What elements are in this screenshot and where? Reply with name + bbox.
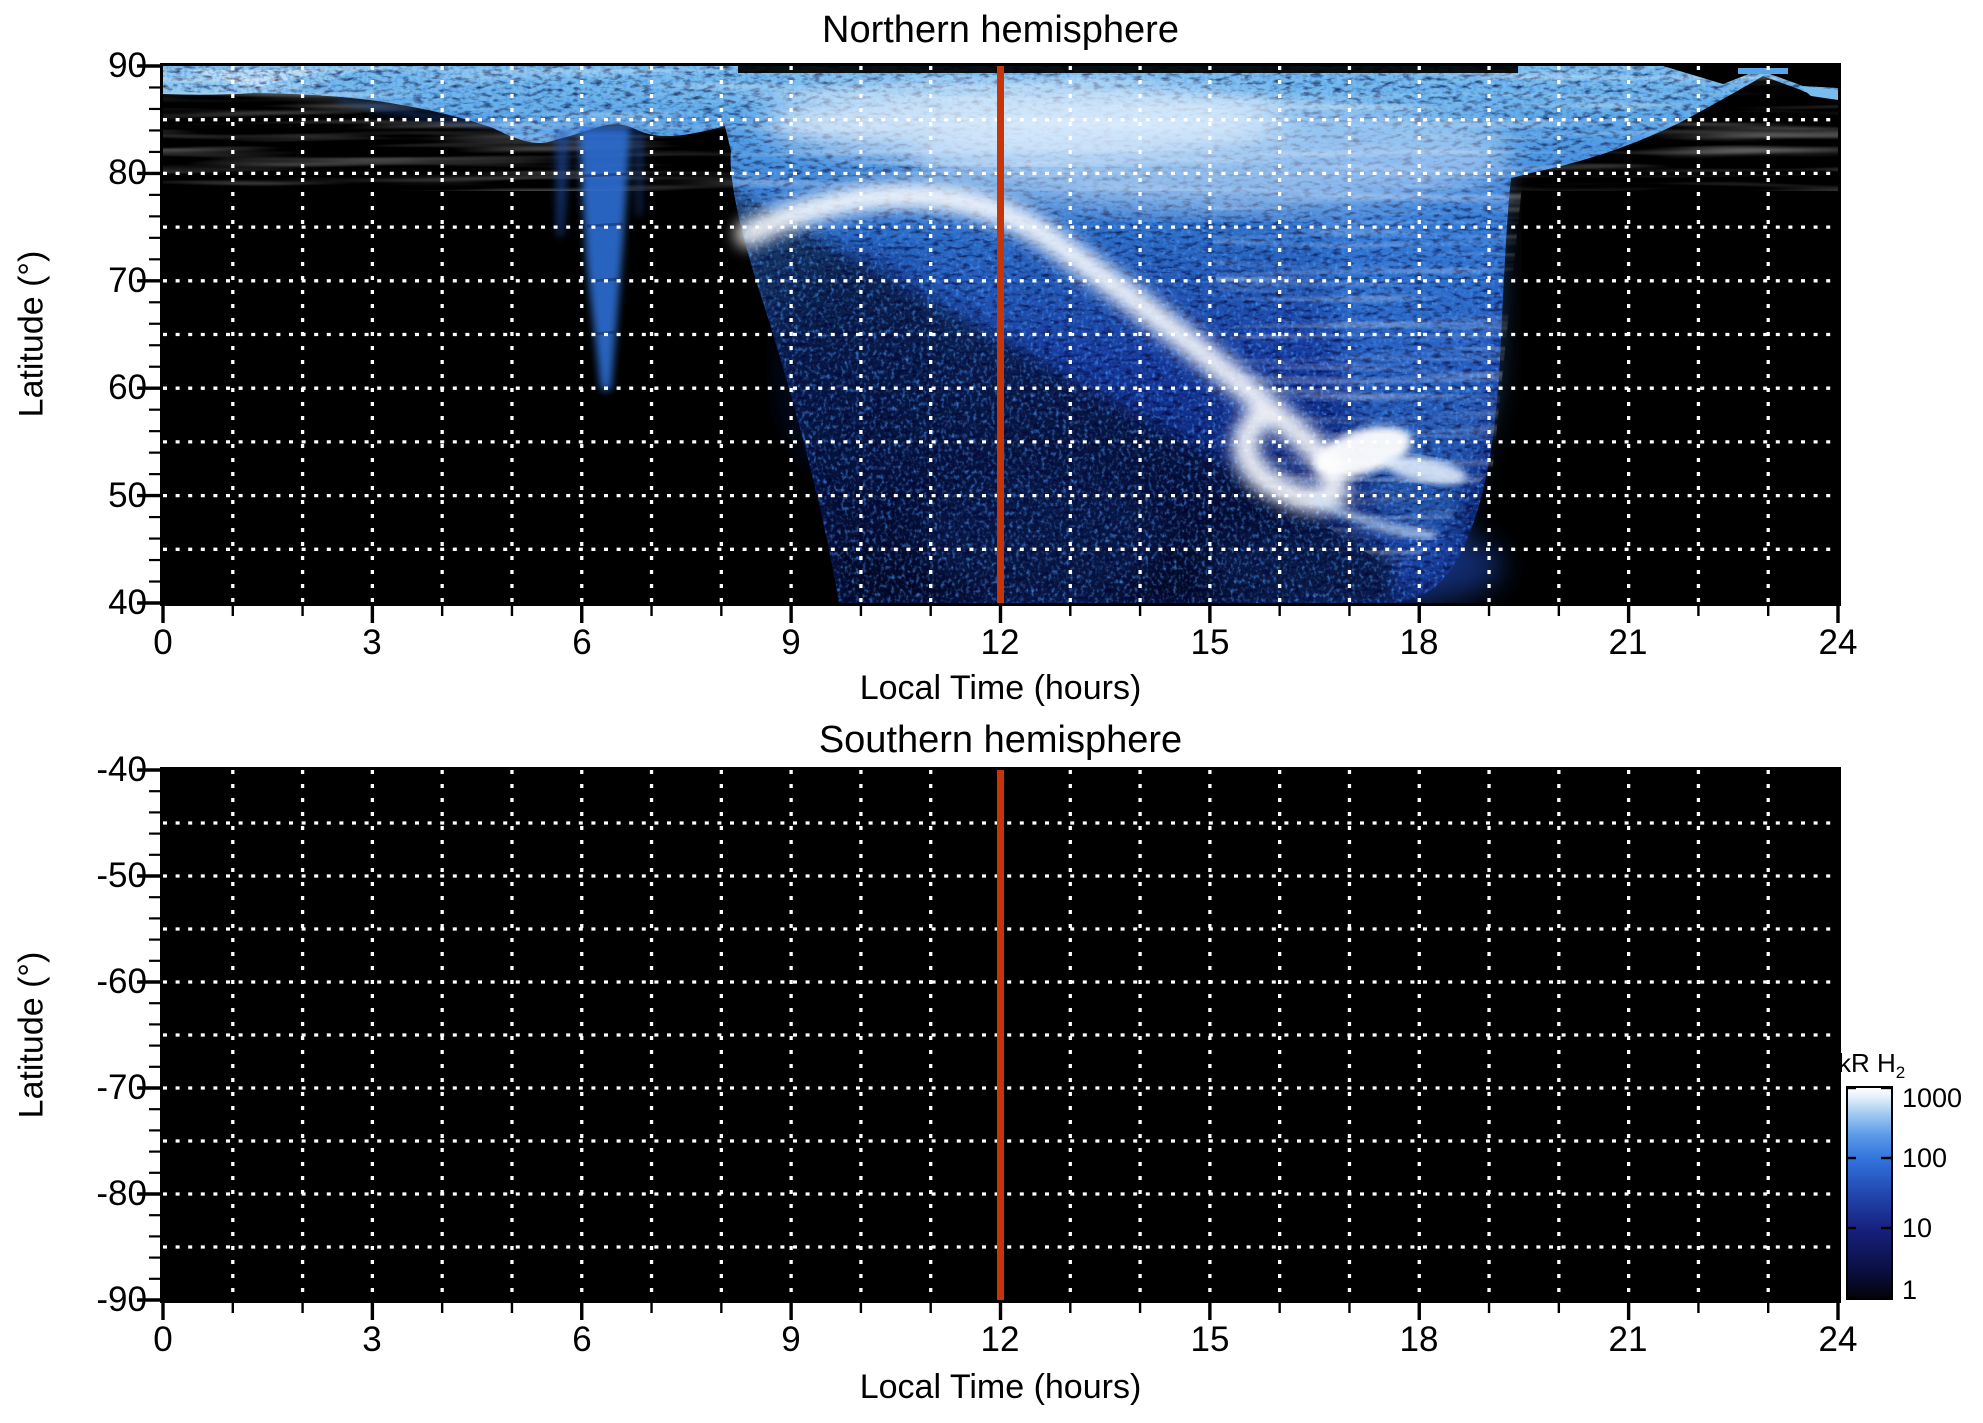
colorbar-gradient — [1846, 1086, 1893, 1300]
north-x-tick-label: 12 — [980, 623, 1020, 662]
north-x-tick-label: 9 — [781, 623, 801, 662]
colorbar-title: kR H2 — [1838, 1048, 1905, 1088]
south-x-tick-label: 15 — [1190, 1320, 1230, 1359]
south-x-tick-label: 18 — [1399, 1320, 1439, 1359]
south-y-tick-label: -60 — [96, 962, 147, 1001]
north-x-tick-label: 21 — [1608, 623, 1648, 662]
south-x-tick-label: 21 — [1608, 1320, 1648, 1359]
south-y-tick-label: -50 — [96, 856, 147, 895]
north-y-tick-label: 60 — [108, 368, 147, 407]
north-x-tick-label: 18 — [1399, 623, 1439, 662]
south-title: Southern hemisphere — [818, 719, 1183, 761]
south-x-tick-label: 3 — [362, 1320, 382, 1359]
colorbar-tick-label: 1000 — [1902, 1083, 1963, 1113]
south-x-axis-label: Local Time (hours) — [859, 1368, 1142, 1406]
colorbar-title-text: kR H — [1838, 1048, 1896, 1078]
north-x-tick-label: 15 — [1190, 623, 1230, 662]
south-x-tick-label: 9 — [781, 1320, 801, 1359]
south-gridlines — [163, 770, 1838, 1300]
south-x-tick-label: 12 — [980, 1320, 1020, 1359]
north-x-tick-label: 0 — [153, 623, 173, 662]
south-y-tick-label: -80 — [96, 1174, 147, 1213]
north-x-axis-label: Local Time (hours) — [859, 669, 1142, 707]
colorbar-tick-label: 10 — [1902, 1213, 1933, 1243]
north-x-tick-label: 3 — [362, 623, 382, 662]
south-y-tick-label: -90 — [96, 1280, 147, 1319]
south-x-tick-label: 0 — [153, 1320, 173, 1359]
north-y-tick-label: 40 — [108, 583, 147, 622]
north-y-tick-label: 90 — [108, 46, 147, 85]
north-heatmap-plot — [160, 63, 1841, 606]
north-y-tick-label: 50 — [108, 476, 147, 515]
north-gridlines — [163, 66, 1838, 603]
south-aurora-image — [163, 770, 1838, 1300]
north-x-tick-label: 6 — [572, 623, 592, 662]
south-x-tick-label: 24 — [1818, 1320, 1858, 1359]
north-y-tick-label: 70 — [108, 261, 147, 300]
north-y-tick-label: 80 — [108, 153, 147, 192]
north-aurora-image — [163, 66, 1838, 603]
south-y-tick-label: -40 — [96, 750, 147, 789]
south-x-tick-label: 6 — [572, 1320, 592, 1359]
colorbar-tick-label: 1 — [1902, 1275, 1918, 1305]
colorbar-tick-label: 100 — [1902, 1143, 1948, 1173]
colorbar-title-subscript: 2 — [1895, 1063, 1906, 1083]
north-title: Northern hemisphere — [822, 9, 1179, 51]
south-heatmap-plot — [160, 767, 1841, 1303]
north-x-tick-label: 24 — [1818, 623, 1858, 662]
south-y-tick-label: -70 — [96, 1068, 147, 1107]
